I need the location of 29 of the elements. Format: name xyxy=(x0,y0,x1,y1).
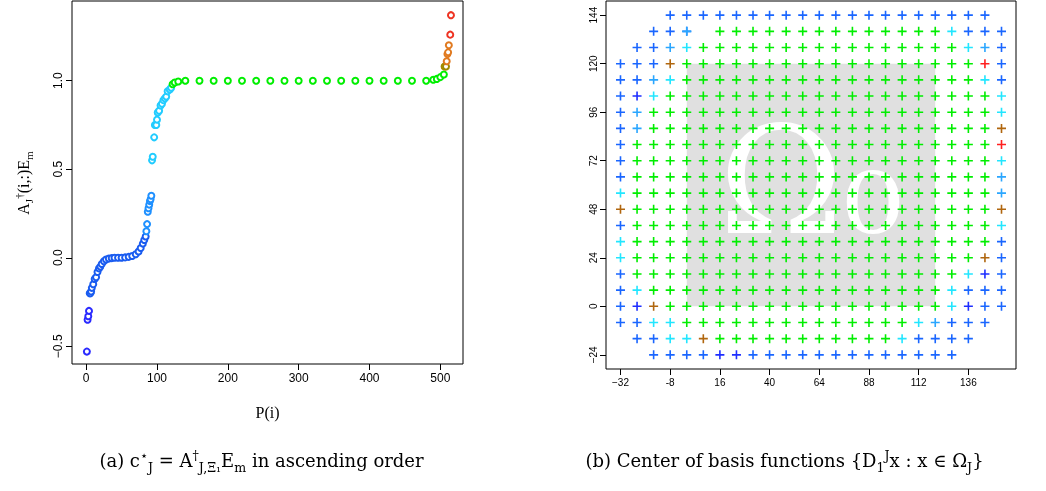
x-tick-label: 40 xyxy=(764,376,776,388)
x-tick-label: 16 xyxy=(714,376,726,388)
x-tick-label: 100 xyxy=(146,371,168,385)
y-tick-label: 96 xyxy=(587,106,599,118)
y-tick-label: 0.0 xyxy=(51,249,65,267)
x-tick-label: 88 xyxy=(863,376,875,388)
y-tick-label: 0 xyxy=(587,303,599,310)
y-tick-label: −0.5 xyxy=(51,334,65,359)
x-tick-label: -8 xyxy=(665,376,676,388)
x-axis-title: P(i) xyxy=(255,403,280,422)
x-tick-label: 500 xyxy=(430,371,451,385)
x-tick-label: 0 xyxy=(82,371,90,385)
y-tick-label: 24 xyxy=(587,251,599,264)
x-tick-label: 200 xyxy=(217,371,239,385)
x-tick-label: 300 xyxy=(288,371,309,385)
y-tick-label: 72 xyxy=(587,154,599,167)
text: (a) c$^{⋆}$$_{J}$ = A$^{†}$$_{J,Ξ₁}$E$_{m}$ in ascending order xyxy=(99,448,424,475)
x-tick-label: 400 xyxy=(359,371,380,385)
x-tick-label: 64 xyxy=(813,376,826,388)
y-tick-label: 1.0 xyxy=(51,72,65,90)
y-tick-label: 0.5 xyxy=(51,160,65,178)
y-tick-label: 144 xyxy=(587,6,599,24)
x-tick-label: −32 xyxy=(612,376,630,388)
y-tick-label: 48 xyxy=(587,203,599,215)
text: (b) Center of basis functions {D$_{1}$$^{J}$x : x ∈ Ω$_{J}$} xyxy=(584,448,985,475)
x-tick-label: 112 xyxy=(910,376,928,388)
x-tick-label: 136 xyxy=(960,376,978,388)
y-tick-label: 120 xyxy=(587,54,599,73)
y-tick-label: −24 xyxy=(587,345,599,364)
